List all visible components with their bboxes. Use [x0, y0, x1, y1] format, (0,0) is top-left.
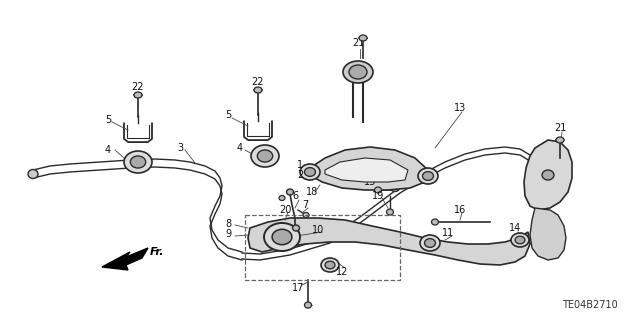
Text: 15: 15	[364, 177, 376, 187]
Ellipse shape	[254, 87, 262, 93]
Ellipse shape	[420, 235, 440, 251]
Ellipse shape	[387, 209, 394, 215]
Text: 21: 21	[352, 38, 364, 48]
Text: 8: 8	[225, 219, 231, 229]
Polygon shape	[524, 140, 572, 210]
Ellipse shape	[321, 258, 339, 272]
Polygon shape	[248, 218, 530, 265]
Ellipse shape	[343, 61, 373, 83]
Polygon shape	[325, 158, 408, 182]
Ellipse shape	[325, 261, 335, 269]
Ellipse shape	[131, 156, 146, 168]
Ellipse shape	[556, 137, 564, 143]
Text: 6: 6	[292, 191, 298, 201]
Ellipse shape	[349, 65, 367, 79]
Ellipse shape	[418, 168, 438, 184]
Ellipse shape	[410, 174, 419, 182]
Text: 4: 4	[105, 145, 111, 155]
Polygon shape	[310, 147, 428, 190]
Polygon shape	[102, 248, 148, 270]
Text: 11: 11	[442, 228, 454, 238]
Ellipse shape	[28, 169, 38, 179]
Ellipse shape	[511, 233, 529, 247]
Ellipse shape	[305, 167, 316, 176]
Ellipse shape	[300, 164, 320, 180]
Text: 18: 18	[306, 187, 318, 197]
Ellipse shape	[292, 225, 300, 231]
Text: 1: 1	[297, 160, 303, 170]
Text: 21: 21	[554, 123, 566, 133]
Ellipse shape	[424, 239, 435, 248]
Text: TE04B2710: TE04B2710	[562, 300, 618, 310]
Text: 7: 7	[302, 200, 308, 210]
Ellipse shape	[257, 150, 273, 162]
Ellipse shape	[124, 151, 152, 173]
Ellipse shape	[279, 196, 285, 201]
Ellipse shape	[303, 212, 309, 218]
Text: 13: 13	[454, 103, 466, 113]
Text: 19: 19	[372, 191, 384, 201]
Ellipse shape	[515, 236, 525, 244]
Text: Fr.: Fr.	[150, 247, 164, 257]
Ellipse shape	[431, 219, 438, 225]
Bar	[245, 215, 400, 280]
Text: 12: 12	[336, 267, 348, 277]
Text: 16: 16	[454, 205, 466, 215]
Text: 5: 5	[105, 115, 111, 125]
Text: 5: 5	[225, 110, 231, 120]
Text: 3: 3	[177, 143, 183, 153]
Ellipse shape	[359, 35, 367, 41]
Ellipse shape	[272, 229, 292, 245]
Text: 22: 22	[132, 82, 144, 92]
Text: 10: 10	[312, 225, 324, 235]
Text: 22: 22	[252, 77, 264, 87]
Text: 2: 2	[297, 170, 303, 180]
Ellipse shape	[264, 223, 300, 251]
Ellipse shape	[390, 184, 399, 191]
Ellipse shape	[134, 92, 142, 98]
Ellipse shape	[374, 187, 381, 193]
Ellipse shape	[251, 145, 279, 167]
Polygon shape	[530, 208, 566, 260]
Text: 20: 20	[279, 205, 291, 215]
Text: 17: 17	[292, 283, 304, 293]
Text: 4: 4	[237, 143, 243, 153]
Text: 14: 14	[509, 223, 521, 233]
Ellipse shape	[287, 189, 294, 195]
Ellipse shape	[542, 170, 554, 180]
Ellipse shape	[422, 172, 433, 181]
Text: 9: 9	[225, 229, 231, 239]
Ellipse shape	[305, 302, 312, 308]
